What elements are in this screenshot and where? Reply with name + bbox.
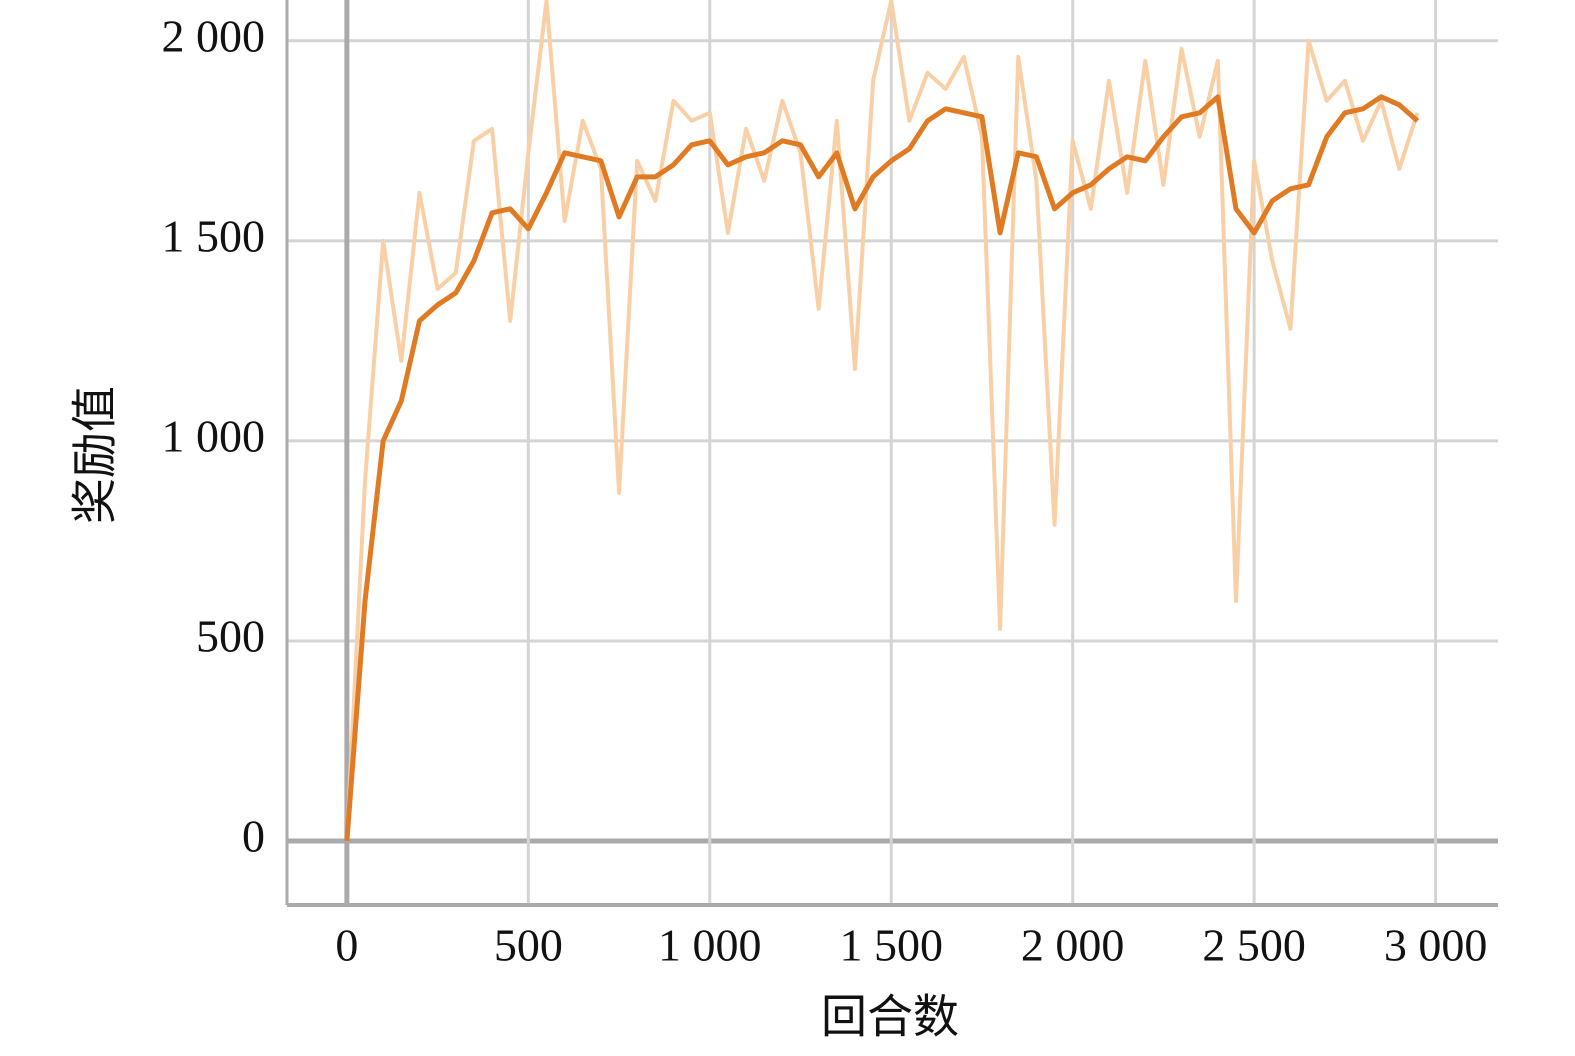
x-tick-label: 1 500 <box>839 920 943 971</box>
x-tick-label: 500 <box>494 920 563 971</box>
x-tick-label: 2 500 <box>1202 920 1306 971</box>
y-tick-label: 0 <box>242 811 265 862</box>
y-axis-label: 奖励值 <box>70 386 121 524</box>
x-tick-label: 3 000 <box>1384 920 1488 971</box>
y-tick-label: 1 500 <box>162 210 266 261</box>
data-line <box>344 0 1420 842</box>
x-axis-label: 回合数 <box>821 992 959 1043</box>
x-tick-label: 1 000 <box>658 920 762 971</box>
x-tick-label: 2 000 <box>1021 920 1125 971</box>
data-line <box>344 94 1420 842</box>
x-tick-label: 0 <box>335 920 358 971</box>
y-tick-label: 2 000 <box>162 10 266 61</box>
y-tick-label: 500 <box>196 611 265 662</box>
y-tick-label: 1 000 <box>162 410 266 461</box>
